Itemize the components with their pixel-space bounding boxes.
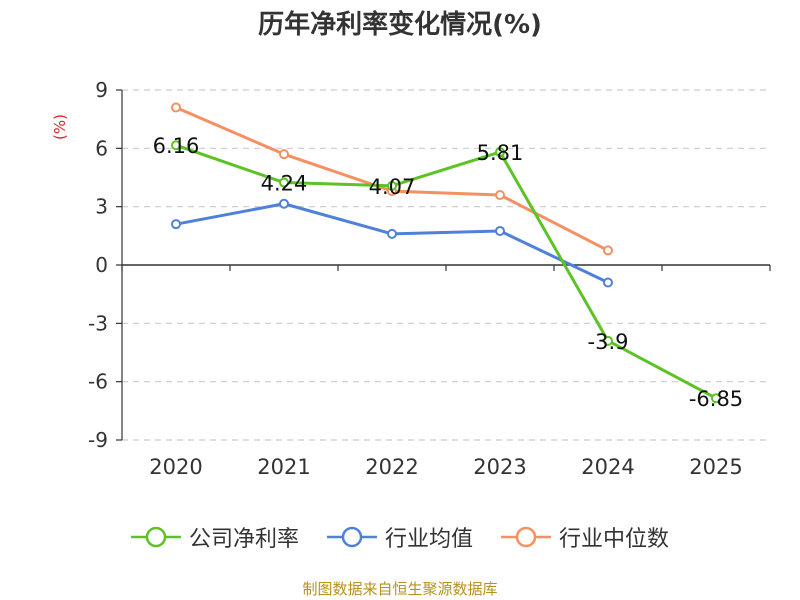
x-tick-label: 2023 (473, 455, 526, 479)
y-tick-label: -3 (88, 311, 108, 335)
legend-swatch-company (130, 526, 181, 548)
data-point (495, 147, 505, 158)
data-point (279, 149, 289, 160)
data-label: 4.24 (261, 172, 308, 196)
data-point (603, 245, 613, 256)
legend-label-industry-mean: 行业均值 (384, 527, 473, 552)
data-label: -3.9 (588, 330, 629, 354)
data-label: 4.07 (369, 175, 416, 199)
data-point (495, 190, 505, 200)
x-tick-label: 2021 (257, 455, 310, 479)
legend-label-industry-median: 行业中位数 (559, 527, 670, 552)
y-tick-label: -9 (88, 428, 108, 452)
data-label: 6.16 (153, 134, 200, 158)
legend-swatch-industry-mean (326, 526, 377, 548)
data-point (279, 198, 289, 209)
y-tick-label: 3 (95, 195, 108, 219)
data-point (711, 393, 721, 404)
x-tick-label: 2024 (581, 455, 634, 479)
data-point (603, 335, 613, 346)
chart-title: 历年净利率变化情况(%) (258, 10, 542, 40)
legend-item-company[interactable]: 公司净利率 (130, 521, 299, 553)
legend-label-company: 公司净利率 (188, 527, 299, 552)
data-point (171, 102, 181, 113)
series-line (175, 143, 717, 400)
y-tick-label: 6 (95, 136, 108, 160)
x-tick-label: 2022 (365, 455, 418, 479)
x-tick-label: 2025 (689, 455, 742, 479)
data-point (495, 225, 505, 236)
data-point (279, 177, 289, 188)
x-tick-label: 2020 (149, 455, 202, 479)
data-source-note: 制图数据来自恒生聚源数据库 (302, 580, 498, 598)
data-point (387, 180, 397, 191)
chart-legend: 公司净利率 行业均值 行业中位数 (0, 520, 800, 554)
y-axis-label: (%) (51, 114, 69, 140)
legend-swatch-industry-median (501, 526, 551, 548)
legend-item-industry-mean[interactable]: 行业均值 (326, 521, 473, 553)
y-tick-label: 9 (95, 78, 108, 102)
data-point (603, 277, 613, 288)
y-tick-label: 0 (95, 253, 108, 277)
legend-item-industry-median[interactable]: 行业中位数 (501, 521, 669, 553)
data-point (171, 140, 181, 151)
y-tick-label: -6 (88, 370, 108, 394)
data-label: -6.85 (689, 387, 743, 411)
data-point (387, 228, 397, 239)
data-point (171, 219, 181, 230)
data-label: 5.81 (477, 141, 524, 165)
